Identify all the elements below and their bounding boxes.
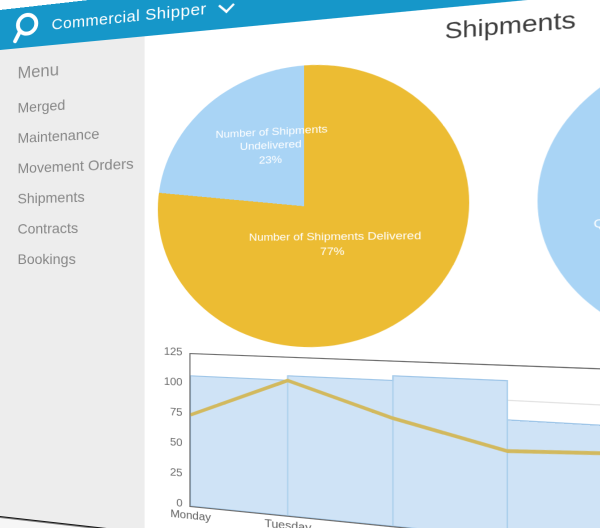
app-header: Commercial Shipper Fullscreen View ⚙ RVB… bbox=[0, 0, 600, 50]
axis-tick-label: 100 bbox=[163, 376, 183, 389]
axis-tick-label: 75 bbox=[169, 406, 183, 420]
sidebar-item-bookings[interactable]: Bookings bbox=[17, 250, 76, 268]
axis-tick-label: 125 bbox=[163, 346, 183, 359]
chevron-down-icon[interactable] bbox=[218, 0, 235, 13]
left-axis: 125 100 75 50 25 0 bbox=[153, 346, 189, 510]
sidebar-item-contracts[interactable]: Contracts bbox=[17, 219, 79, 237]
pie-chart-quantity[interactable]: Quantity Delivered 25% Quantity Undelive… bbox=[537, 28, 600, 357]
plot-area: Total QuantityTotal Number of Shipments … bbox=[170, 352, 600, 528]
x-axis-label: Monday bbox=[170, 508, 212, 525]
pie-chart-number-of-shipments[interactable]: Number of Shipments Undelivered 23% Numb… bbox=[157, 52, 470, 353]
pie-slice-label: Quantity Undelivered 75% bbox=[593, 215, 600, 232]
sidebar-item-shipments[interactable]: Shipments bbox=[17, 188, 85, 207]
sidebar: Menu Merged Maintenance Movement Orders … bbox=[0, 36, 145, 528]
axis-tick-label: 25 bbox=[169, 466, 183, 480]
sidebar-title: Menu bbox=[17, 60, 60, 83]
app-title[interactable]: Commercial Shipper bbox=[51, 0, 207, 34]
brand-area: Commercial Shipper bbox=[12, 0, 235, 44]
chart-canvas bbox=[190, 354, 600, 528]
brand-logo-icon bbox=[13, 12, 38, 43]
sidebar-item-movement-orders[interactable]: Movement Orders bbox=[17, 154, 134, 177]
main-content: Shipments Number of Shipments Undelivere… bbox=[144, 0, 600, 528]
axis-tick-label: 50 bbox=[169, 436, 183, 450]
sidebar-item-merged[interactable]: Merged bbox=[17, 96, 66, 116]
sidebar-item-maintenance[interactable]: Maintenance bbox=[17, 125, 100, 147]
pie-slice-label: Number of Shipments Delivered 77% bbox=[248, 230, 422, 259]
x-axis-label: Tuesday bbox=[264, 517, 312, 528]
pie-slice-label: Number of Shipments Undelivered 23% bbox=[215, 123, 328, 167]
